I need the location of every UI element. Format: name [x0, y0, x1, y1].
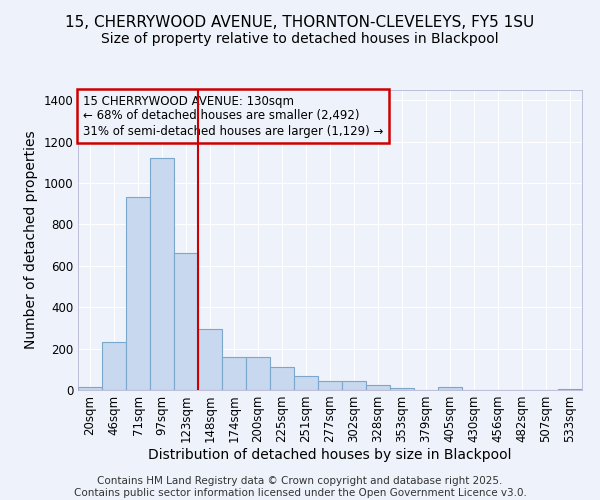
Bar [270, 367, 294, 390]
Bar [390, 388, 414, 390]
Text: 15 CHERRYWOOD AVENUE: 130sqm
← 68% of detached houses are smaller (2,492)
31% of: 15 CHERRYWOOD AVENUE: 130sqm ← 68% of de… [83, 94, 383, 138]
Text: Contains HM Land Registry data © Crown copyright and database right 2025.
Contai: Contains HM Land Registry data © Crown c… [74, 476, 526, 498]
Bar [366, 386, 390, 390]
Bar [558, 388, 582, 390]
Bar [126, 196, 150, 390]
Bar [150, 158, 174, 390]
Bar [198, 329, 222, 390]
Bar [78, 387, 102, 390]
X-axis label: Distribution of detached houses by size in Blackpool: Distribution of detached houses by size … [148, 448, 512, 462]
Bar [294, 376, 318, 390]
Bar [318, 382, 342, 390]
Bar [246, 357, 270, 390]
Text: 15, CHERRYWOOD AVENUE, THORNTON-CLEVELEYS, FY5 1SU: 15, CHERRYWOOD AVENUE, THORNTON-CLEVELEY… [65, 15, 535, 30]
Bar [174, 254, 198, 390]
Bar [438, 387, 462, 390]
Bar [222, 357, 246, 390]
Bar [342, 382, 366, 390]
Bar [102, 342, 126, 390]
Text: Size of property relative to detached houses in Blackpool: Size of property relative to detached ho… [101, 32, 499, 46]
Y-axis label: Number of detached properties: Number of detached properties [24, 130, 38, 350]
